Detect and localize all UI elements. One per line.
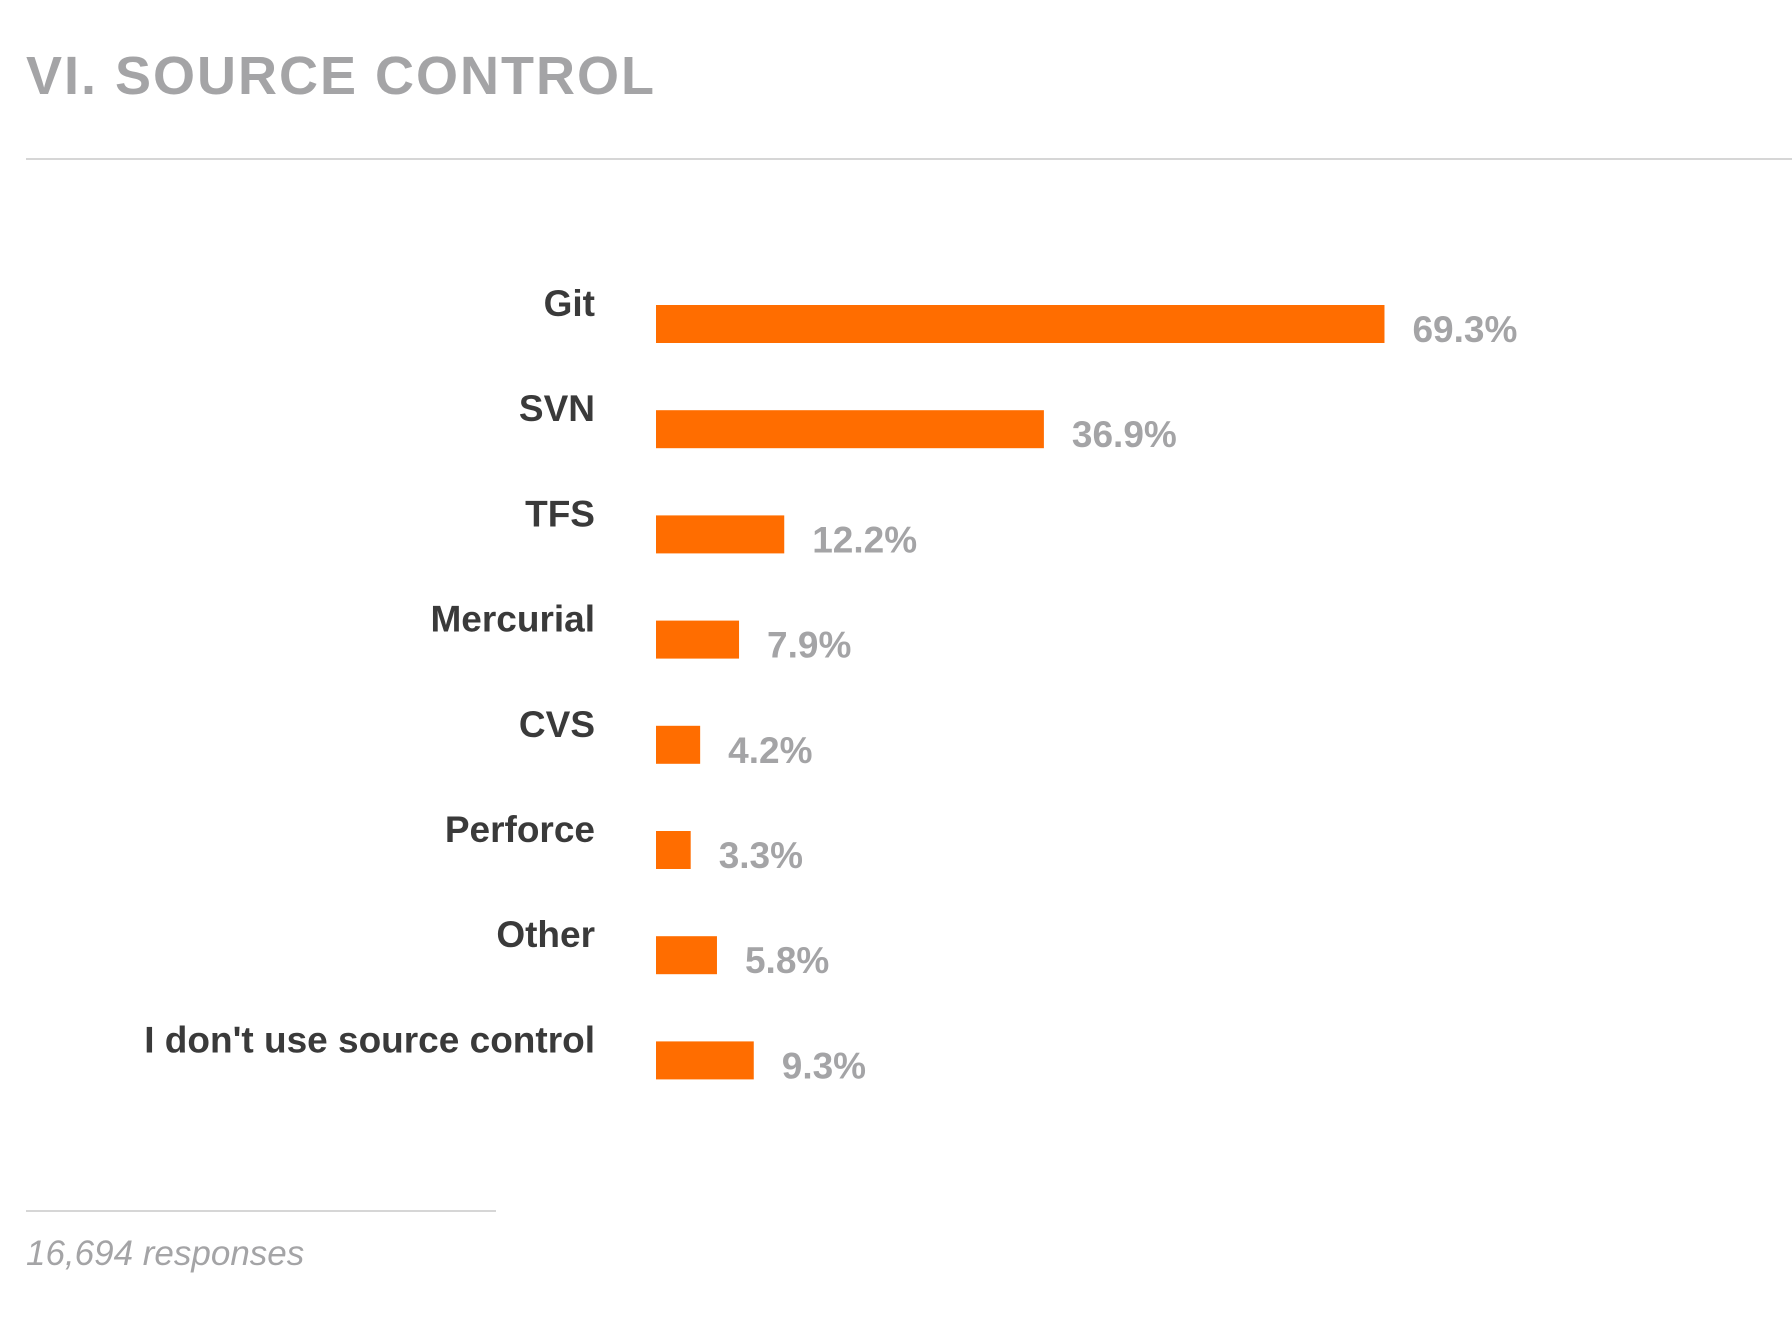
- category-label: TFS: [525, 493, 595, 534]
- category-label: CVS: [519, 704, 595, 745]
- value-label: 36.9%: [1072, 414, 1177, 455]
- value-label: 4.2%: [728, 730, 812, 771]
- category-label: I don't use source control: [144, 1019, 595, 1060]
- category-label: SVN: [519, 388, 595, 429]
- bar: [656, 1041, 754, 1080]
- category-label: Other: [496, 914, 595, 955]
- category-label: Git: [544, 283, 595, 324]
- value-label: 3.3%: [719, 835, 803, 876]
- category-label: Mercurial: [430, 599, 595, 640]
- bar: [656, 936, 717, 975]
- bar: [656, 620, 740, 659]
- footnote-divider: [26, 1210, 496, 1212]
- value-label: 5.8%: [745, 940, 829, 981]
- bar: [656, 305, 1385, 343]
- value-label: 12.2%: [812, 519, 917, 560]
- value-label: 7.9%: [767, 625, 851, 666]
- bar-chart-plot: Git 69.3% SVN 36.9% TFS 12.2% Mercurial 7.9% CVS…: [144, 283, 1517, 1086]
- bar: [656, 831, 691, 869]
- category-label: Perforce: [445, 809, 595, 850]
- page-title: VI. SOURCE CONTROL: [26, 46, 657, 106]
- title-divider: [26, 158, 1792, 160]
- bar: [656, 515, 785, 554]
- bar: [656, 725, 701, 764]
- response-count: 16,694 responses: [26, 1234, 305, 1273]
- bar: [656, 410, 1044, 449]
- value-label: 69.3%: [1412, 309, 1517, 350]
- value-label: 9.3%: [782, 1045, 866, 1086]
